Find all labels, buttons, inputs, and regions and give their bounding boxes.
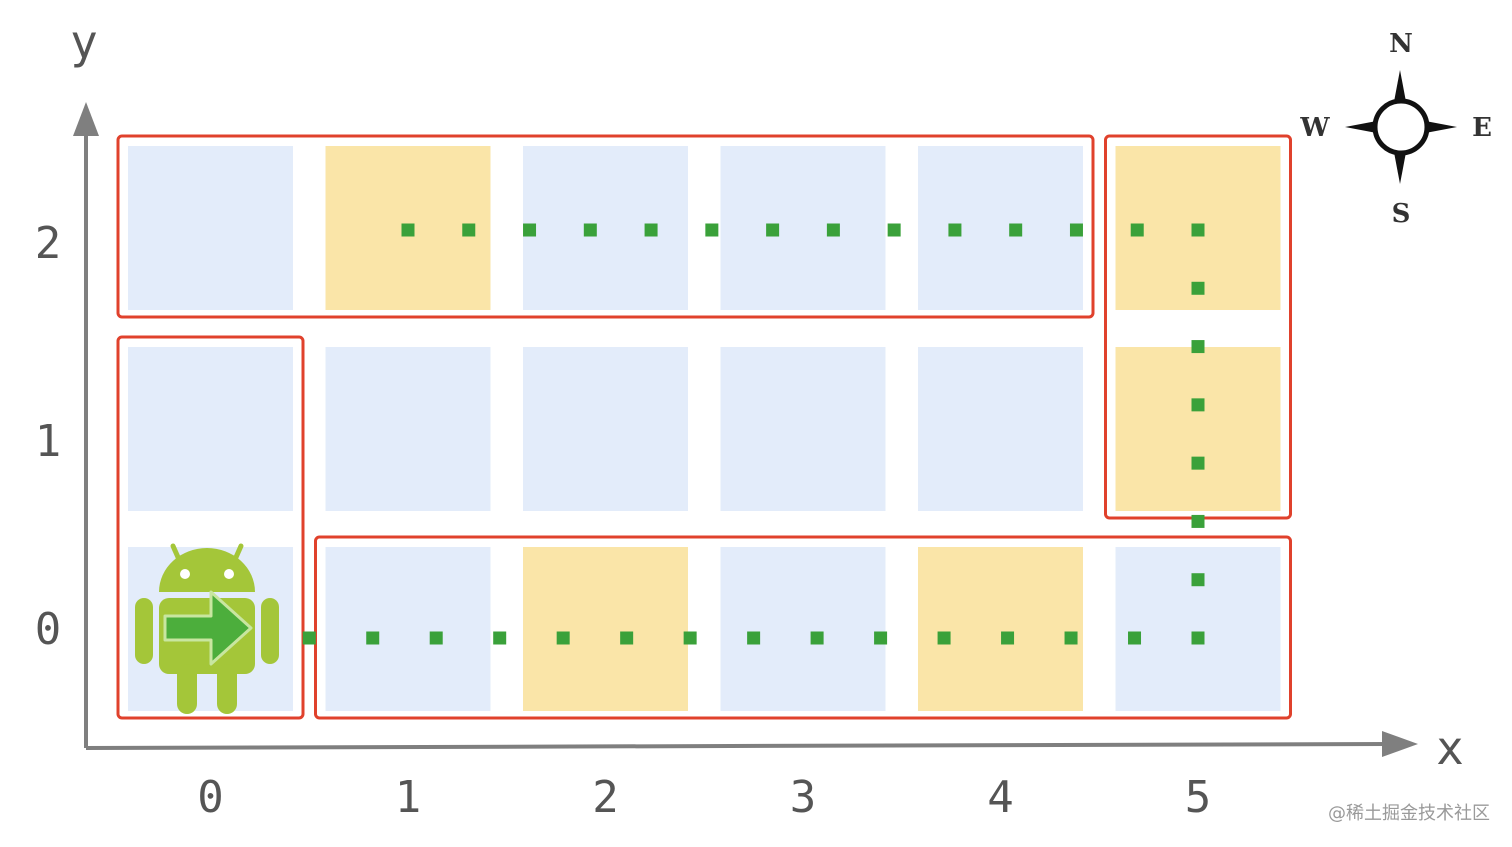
x-tick-label: 4 (987, 772, 1014, 823)
path-dot (810, 631, 824, 645)
path-dot (948, 223, 962, 237)
path-dot (620, 631, 634, 645)
x-axis-label: x (1436, 721, 1464, 775)
path-dot (1009, 223, 1023, 237)
path-dot (705, 223, 719, 237)
grid-cell-4-1 (918, 347, 1083, 511)
grid-cell-3-2 (720, 146, 886, 310)
path-dot (826, 223, 840, 237)
path-dot (1191, 398, 1205, 412)
arrow-right-icon (163, 590, 253, 666)
grid-cell-2-0 (523, 547, 688, 711)
path-dot (1191, 281, 1205, 295)
grid-cell-0-2 (128, 146, 293, 310)
grid-cell-3-1 (720, 347, 886, 511)
compass-north-label: N (1389, 29, 1413, 59)
path-dot (937, 631, 951, 645)
path-dot (1064, 631, 1078, 645)
y-tick-label: 1 (35, 416, 62, 467)
x-tick-label: 2 (592, 772, 619, 823)
segment-bottom (314, 535, 1292, 720)
compass: N S W E (1299, 29, 1492, 229)
path-dot (493, 631, 507, 645)
path-dot (1191, 456, 1205, 470)
x-tick-labels: 0 1 2 3 4 5 (197, 772, 1211, 823)
path-dot (874, 631, 888, 645)
x-tick-label: 1 (395, 772, 422, 823)
y-axis-label: y (70, 15, 98, 69)
android-robot (135, 543, 279, 714)
grid-cell-1-0 (325, 547, 491, 711)
path-dot (429, 631, 443, 645)
compass-east-label: E (1472, 113, 1492, 143)
path-dot (366, 631, 380, 645)
y-tick-label: 0 (35, 604, 62, 655)
y-axis-arrow (73, 102, 99, 136)
path-dot (747, 631, 761, 645)
path-dot (887, 223, 901, 237)
axes: y x 0 1 2 3 4 5 0 1 2 (35, 15, 1464, 823)
path-dot (644, 223, 658, 237)
compass-south-label: S (1392, 199, 1411, 229)
path-dot (683, 631, 697, 645)
path-dot (1069, 223, 1083, 237)
x-axis-arrow (1382, 731, 1418, 757)
grid-cell-4-0 (918, 547, 1083, 711)
compass-west-label: W (1299, 113, 1330, 143)
grid-cell-3-0 (720, 547, 886, 711)
path-dot (523, 223, 537, 237)
y-tick-label: 2 (35, 218, 62, 269)
path-dot (766, 223, 780, 237)
path-dot (1191, 514, 1205, 528)
path-dot (1191, 340, 1205, 354)
path-dot (556, 631, 570, 645)
grid-cell-0-1 (128, 347, 293, 511)
grid-cell-2-1 (523, 347, 688, 511)
watermark: @稀土掘金技术社区 (1328, 803, 1490, 824)
x-tick-label: 3 (790, 772, 817, 823)
path-dot (1001, 631, 1015, 645)
segment-frames (116, 134, 1292, 720)
path-dot (1191, 223, 1205, 237)
segment-top (116, 134, 1095, 319)
grid-cell-1-1 (325, 347, 491, 511)
x-axis-line (85, 742, 1389, 750)
path-dot (462, 223, 476, 237)
x-tick-label: 5 (1185, 772, 1212, 823)
grid-cell-5-1 (1115, 347, 1281, 511)
path-dot (583, 223, 597, 237)
grid-cells (128, 146, 1281, 711)
grid-cell-2-2 (523, 146, 688, 310)
x-tick-label: 0 (197, 772, 224, 823)
path-dot (302, 631, 316, 645)
compass-rose-icon (1345, 70, 1457, 184)
path-dot (401, 223, 415, 237)
y-tick-labels: 0 1 2 (35, 218, 62, 655)
path-dot (1130, 223, 1144, 237)
path-dot (1191, 631, 1205, 645)
segment-start (116, 335, 305, 720)
grid-cell-5-0 (1115, 547, 1281, 711)
grid-cell-4-2 (918, 146, 1083, 310)
path-dots (302, 223, 1205, 645)
path-dot (1128, 631, 1142, 645)
path-dot (1191, 573, 1205, 587)
